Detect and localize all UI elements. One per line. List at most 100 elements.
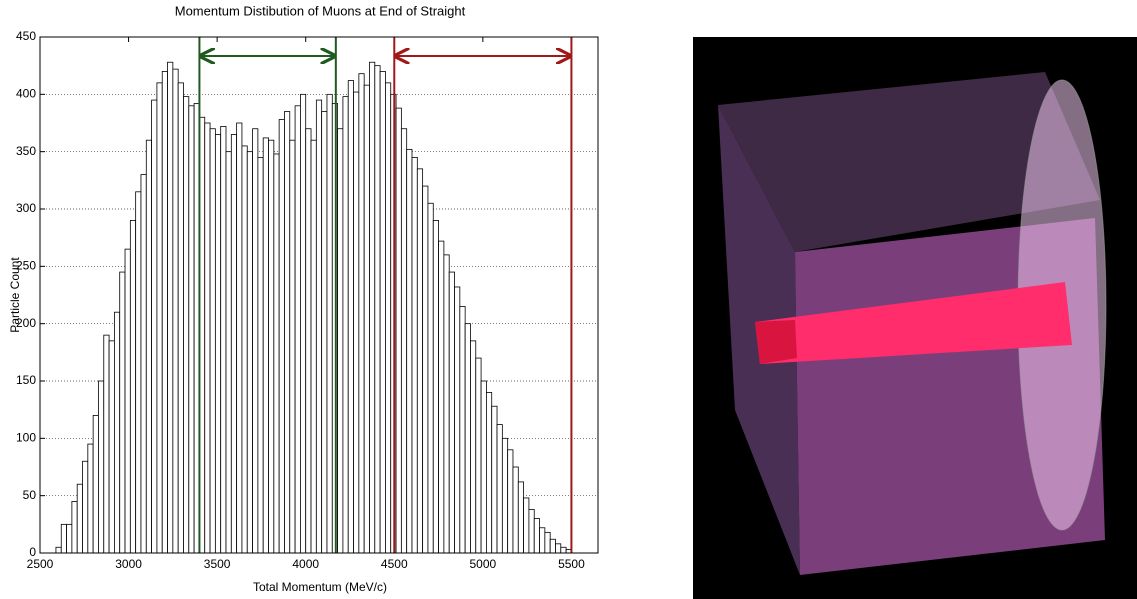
bar	[114, 311, 121, 554]
bar	[491, 405, 498, 554]
bar	[337, 128, 344, 554]
bar	[225, 151, 232, 554]
bar	[273, 153, 280, 554]
bar	[103, 334, 110, 554]
bar	[347, 80, 354, 554]
bar	[87, 443, 94, 554]
bar	[369, 61, 376, 554]
cube-top-face	[718, 72, 1100, 252]
bar	[268, 139, 275, 554]
bar	[71, 500, 78, 554]
bar	[183, 96, 190, 554]
bar	[289, 139, 296, 554]
bar	[539, 527, 546, 554]
bar	[135, 191, 142, 554]
bar	[76, 483, 83, 554]
bar	[454, 286, 461, 554]
x-tick-label: 4500	[381, 557, 408, 571]
bar	[188, 105, 195, 554]
y-tick-label: 300	[16, 201, 36, 215]
bar	[299, 93, 307, 554]
x-tick-label: 2500	[27, 557, 54, 571]
bar	[544, 531, 551, 554]
bar	[379, 71, 386, 554]
bar	[496, 424, 503, 554]
plot-frame	[39, 36, 599, 554]
bar	[358, 73, 365, 554]
x-tick-label: 5500	[558, 557, 585, 571]
bar	[523, 497, 530, 554]
bar	[406, 148, 413, 554]
bar	[342, 96, 349, 554]
bar	[480, 380, 487, 554]
bar	[92, 414, 99, 554]
bar	[214, 134, 222, 554]
bar	[555, 543, 562, 554]
bar	[512, 466, 519, 554]
bar	[560, 546, 567, 554]
bar	[278, 119, 285, 554]
bar	[416, 168, 424, 554]
bar	[204, 122, 211, 554]
bar	[432, 220, 439, 554]
bar	[507, 449, 514, 554]
bar	[246, 151, 253, 554]
bar	[209, 128, 216, 554]
y-tick-label: 0	[29, 545, 36, 559]
bar	[475, 357, 482, 554]
bar	[549, 538, 556, 554]
bar	[533, 518, 540, 554]
bar	[284, 111, 291, 554]
bar	[177, 82, 184, 554]
bar	[140, 174, 147, 554]
bar	[438, 240, 445, 554]
x-tick-label: 4000	[292, 557, 319, 571]
bar	[315, 99, 323, 554]
bar	[151, 99, 158, 554]
bar	[411, 156, 418, 554]
bar	[528, 509, 535, 554]
bar	[236, 122, 243, 554]
bar	[310, 139, 317, 554]
bar	[321, 111, 328, 554]
bar	[129, 220, 137, 554]
bar	[124, 248, 131, 554]
bar	[98, 380, 105, 554]
bar	[172, 68, 179, 554]
muon-render	[693, 37, 1137, 599]
bar	[257, 156, 264, 554]
bar	[241, 145, 248, 554]
chart-title: Momentum Distibution of Muons at End of …	[175, 3, 466, 18]
bar	[395, 107, 402, 554]
bar	[82, 460, 89, 554]
bar	[108, 340, 115, 554]
bar	[374, 65, 381, 554]
y-tick-label: 100	[16, 431, 36, 445]
bar	[156, 82, 163, 554]
muon-beam-start	[755, 320, 797, 364]
bar	[305, 128, 312, 554]
muon-beam	[755, 282, 1072, 364]
bar	[294, 105, 301, 554]
x-tick-label: 5000	[470, 557, 497, 571]
bar	[55, 546, 62, 554]
y-tick-label: 50	[23, 488, 37, 502]
bar	[119, 271, 126, 554]
y-tick-label: 200	[16, 316, 36, 330]
bar	[501, 437, 509, 554]
bar	[464, 323, 471, 554]
bar	[470, 340, 477, 554]
bar	[252, 128, 259, 554]
bar	[400, 128, 408, 554]
y-tick-label: 400	[16, 87, 36, 101]
x-tick-label: 3000	[115, 557, 142, 571]
y-axis-label: Particle Count	[8, 257, 22, 333]
bar	[230, 134, 238, 554]
bar	[66, 523, 73, 554]
bar	[448, 271, 455, 554]
bar	[363, 84, 370, 554]
bar	[427, 202, 434, 554]
x-axis-label: Total Momentum (MeV/c)	[253, 580, 387, 594]
